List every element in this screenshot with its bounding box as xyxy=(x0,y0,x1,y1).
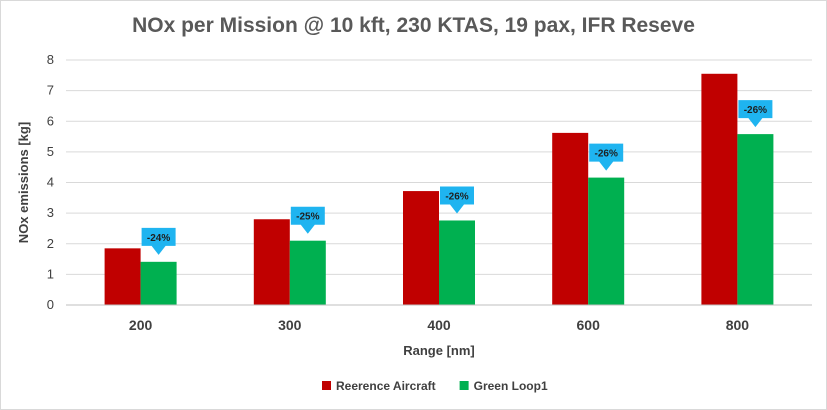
legend-swatch xyxy=(322,381,331,390)
legend-swatch xyxy=(459,381,469,390)
x-axis-title: Range [nm] xyxy=(403,343,475,358)
bar-reference-aircraft xyxy=(552,132,589,305)
bar-green-loop1 xyxy=(588,177,625,305)
bar-reference-aircraft xyxy=(701,73,738,305)
bars xyxy=(104,73,774,305)
callout-label: -26% xyxy=(744,105,767,116)
legend-label: Green Loop1 xyxy=(474,379,548,393)
legend-label: Reerence Aircraft xyxy=(336,379,436,393)
y-tick-label: 0 xyxy=(47,297,54,312)
callouts: -24% -25% -26% -26% -26% xyxy=(141,100,773,255)
callout-arrow-shape xyxy=(589,143,624,171)
bar-reference-aircraft xyxy=(253,219,290,305)
reduction-callout: -24% xyxy=(141,227,176,255)
bar-reference-aircraft xyxy=(104,248,141,305)
bar-green-loop1 xyxy=(439,220,475,305)
y-tick-label: 7 xyxy=(47,83,54,98)
x-tick-label: 600 xyxy=(577,317,601,333)
reduction-callout: -26% xyxy=(589,143,624,171)
y-tick-label: 4 xyxy=(47,175,54,190)
bar-green-loop1 xyxy=(289,240,326,305)
reduction-callout: -25% xyxy=(290,206,325,234)
x-axis-ticks: 200 300 400 600 800 xyxy=(129,317,749,333)
y-tick-label: 3 xyxy=(47,205,54,220)
y-tick-label: 6 xyxy=(47,113,54,128)
y-tick-label: 2 xyxy=(47,236,54,251)
bar-reference-aircraft xyxy=(403,191,439,305)
x-tick-label: 800 xyxy=(726,317,750,333)
bar-green-loop1 xyxy=(737,134,774,305)
callout-label: -24% xyxy=(147,233,170,244)
y-tick-label: 1 xyxy=(47,266,54,281)
chart-title: NOx per Mission @ 10 kft, 230 KTAS, 19 p… xyxy=(132,14,695,37)
reduction-callout: -26% xyxy=(738,100,773,128)
x-tick-label: 300 xyxy=(278,317,302,333)
callout-label: -25% xyxy=(296,212,319,223)
legend: Reerence Aircraft Green Loop1 xyxy=(322,379,548,393)
y-tick-label: 5 xyxy=(47,144,54,159)
callout-arrow-shape xyxy=(141,227,176,255)
callout-arrow-shape xyxy=(738,100,773,128)
callout-label: -26% xyxy=(595,149,618,160)
callout-arrow-shape xyxy=(290,206,325,234)
reduction-callout: -26% xyxy=(440,186,474,214)
callout-arrow-shape xyxy=(440,186,474,214)
bar-green-loop1 xyxy=(140,261,177,305)
y-tick-label: 8 xyxy=(47,52,54,67)
x-tick-label: 200 xyxy=(129,317,153,333)
y-axis-ticks: 0 1 2 3 4 5 6 7 8 xyxy=(47,52,54,312)
y-axis-title: NOx emissions [kg] xyxy=(16,122,31,243)
callout-label: -26% xyxy=(445,191,468,202)
x-tick-label: 400 xyxy=(427,317,451,333)
